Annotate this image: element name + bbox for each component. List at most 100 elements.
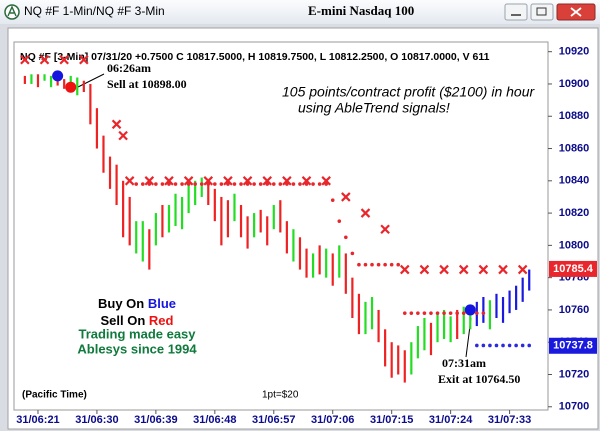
stop-dot	[527, 343, 532, 348]
stop-dot	[383, 262, 387, 267]
signal-dot	[65, 81, 77, 93]
stop-dot	[494, 343, 499, 348]
legend-note-text: Blue	[148, 296, 176, 311]
stop-dot	[258, 182, 263, 186]
stop-x-marker	[439, 264, 449, 275]
stop-x-marker	[124, 176, 135, 186]
y-tick-label: 10820	[559, 207, 590, 219]
stop-dot	[298, 182, 302, 186]
stop-dot	[285, 182, 289, 186]
annotation: 07:31am	[442, 356, 486, 370]
stop-dot	[475, 311, 479, 315]
stop-dot	[435, 311, 440, 315]
x-tick-label: 31/07:33	[488, 414, 531, 426]
slogan: Ablesys since 1994	[77, 341, 197, 356]
stop-dot	[370, 262, 374, 267]
stop-dot	[376, 262, 381, 267]
stop-x-marker	[79, 54, 89, 65]
stop-dot	[357, 262, 361, 267]
stop-dot	[271, 182, 276, 186]
stop-dot	[232, 182, 237, 186]
stop-x-marker	[380, 224, 390, 235]
stop-dot	[173, 182, 178, 186]
x-tick-label: 31/06:21	[16, 414, 59, 426]
stop-x-marker	[111, 119, 122, 130]
stop-dot	[252, 182, 256, 186]
stop-dot	[409, 311, 414, 315]
stop-dot	[337, 219, 342, 223]
y-tick-label: 10800	[559, 239, 590, 251]
stop-dot	[501, 343, 505, 348]
stop-x-marker	[242, 176, 253, 186]
stop-dot	[363, 262, 368, 267]
stop-dot	[481, 343, 486, 348]
stop-x-marker	[164, 176, 174, 186]
stop-x-marker	[282, 176, 292, 186]
y-tick-label: 10760	[559, 304, 590, 316]
stop-dot	[324, 182, 328, 186]
stop-dot	[520, 343, 525, 348]
x-tick-label: 31/06:30	[75, 414, 118, 426]
stop-dot	[265, 182, 270, 186]
stop-dot	[488, 343, 492, 348]
price-tag-label: 10785.4	[553, 263, 594, 275]
annotation: 105 points/contract profit ($2100) in ho…	[282, 84, 535, 100]
price-tag	[549, 337, 597, 354]
stop-dot	[396, 262, 401, 267]
stop-dot	[448, 311, 453, 315]
stop-dot	[514, 343, 518, 348]
stop-dot	[507, 343, 512, 348]
stop-dot	[416, 311, 420, 315]
stop-x-marker	[262, 176, 273, 186]
timezone-note: (Pacific Time)	[22, 390, 87, 401]
stop-x-marker	[183, 176, 194, 186]
stop-dot	[291, 182, 296, 186]
stop-x-marker	[223, 176, 233, 186]
x-tick-label: 31/07:06	[311, 414, 354, 426]
stop-dot	[330, 198, 335, 202]
annotation: Sell at 10898.00	[107, 77, 187, 91]
stop-dot	[317, 182, 322, 186]
stop-dot	[442, 311, 446, 315]
close-glyph	[570, 7, 582, 17]
stop-dot	[186, 182, 191, 186]
stop-dot	[389, 262, 394, 267]
app-icon-glyph	[7, 5, 17, 17]
plot-frame	[13, 41, 549, 411]
stop-x-marker	[144, 176, 155, 186]
y-tick-label: 10920	[559, 46, 590, 58]
stop-x-marker	[360, 208, 371, 218]
stop-x-marker	[118, 130, 128, 141]
y-tick-label: 10860	[559, 142, 590, 154]
restore-button[interactable]	[530, 3, 554, 21]
stop-dot	[461, 311, 466, 315]
signal-dot	[52, 70, 64, 82]
legend-note-text: Buy On	[98, 296, 148, 311]
stop-dot	[304, 182, 309, 186]
window-title: NQ #F 1-Min/NQ #F 3-Min	[24, 4, 165, 18]
title-bar	[0, 0, 600, 24]
stop-x-marker	[39, 54, 50, 65]
stop-dot	[402, 311, 407, 315]
stop-dot	[239, 182, 243, 186]
x-tick-label: 31/06:48	[193, 414, 236, 426]
stop-dot	[180, 182, 184, 186]
stop-x-marker	[321, 176, 331, 186]
restore-glyph	[536, 7, 547, 16]
stop-dot	[245, 182, 250, 186]
stop-dot	[167, 182, 171, 186]
stop-x-marker	[59, 54, 69, 65]
stop-x-marker	[458, 264, 469, 275]
stop-dot	[160, 182, 165, 186]
stop-dot	[344, 235, 348, 240]
x-tick-label: 31/07:24	[429, 414, 473, 426]
minimize-button[interactable]	[504, 3, 528, 21]
chart-pane	[7, 27, 599, 430]
stop-dot	[422, 311, 427, 315]
y-tick-label: 10700	[559, 401, 590, 413]
stop-dot	[311, 182, 315, 186]
annotation: using AbleTrend signals!	[298, 100, 450, 116]
stop-x-marker	[478, 264, 489, 275]
annotation: Exit at 10764.50	[438, 372, 520, 386]
legend-note: Sell On Red	[101, 313, 174, 328]
